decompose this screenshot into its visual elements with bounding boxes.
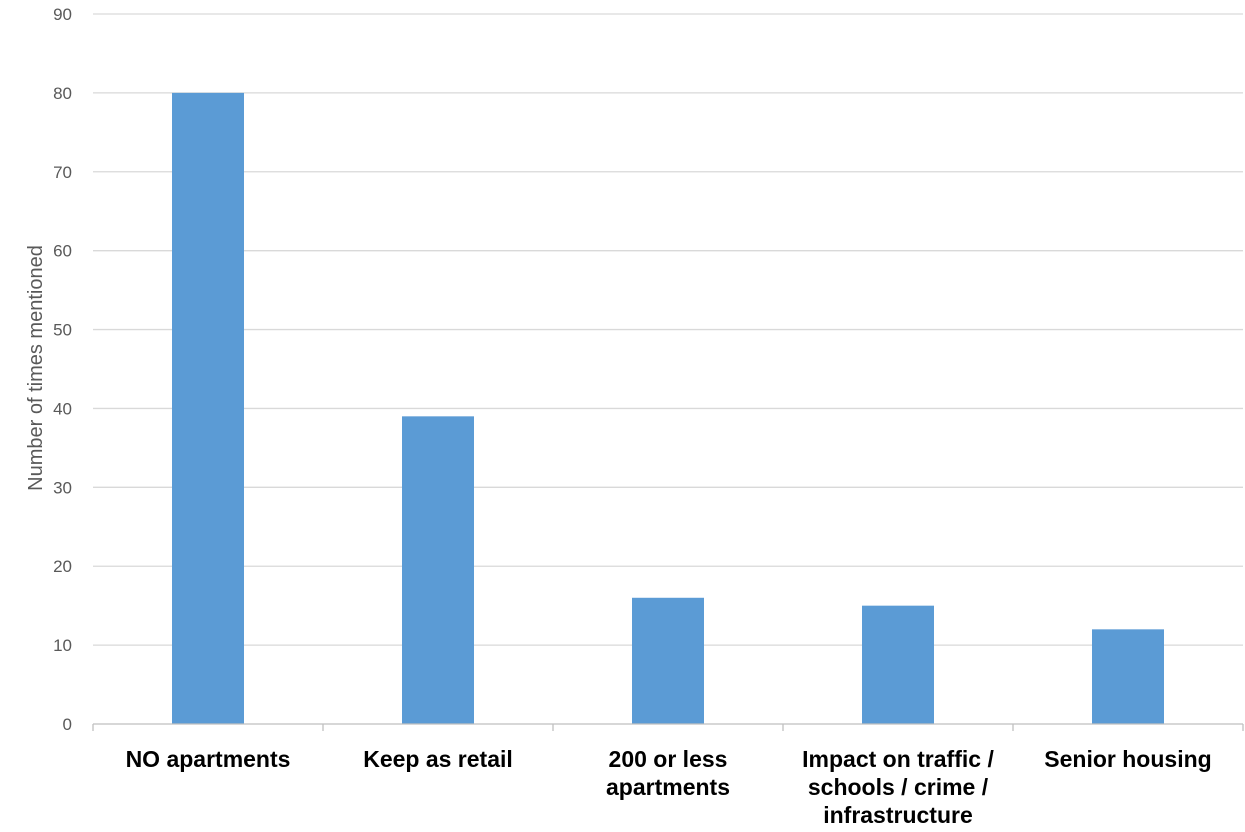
- x-category-label-line: NO apartments: [126, 746, 291, 772]
- y-tick-label: 10: [53, 636, 72, 655]
- x-category-label-line: Impact on traffic /: [802, 746, 994, 772]
- y-tick-label: 90: [53, 5, 72, 24]
- y-tick-label: 30: [53, 478, 72, 497]
- y-axis-title: Number of times mentioned: [25, 245, 47, 491]
- x-category-label-line: apartments: [606, 774, 730, 800]
- x-axis: [92, 723, 1244, 731]
- bar: [402, 416, 474, 724]
- x-category-label-line: 200 or less: [609, 746, 728, 772]
- x-category-label-line: schools / crime /: [808, 774, 989, 800]
- x-category-label-line: Keep as retail: [363, 746, 513, 772]
- x-category-label-line: Senior housing: [1044, 746, 1211, 772]
- x-category-label: Senior housing: [1044, 746, 1211, 772]
- x-category-label-line: infrastructure: [823, 802, 973, 828]
- y-tick-label: 60: [53, 242, 72, 261]
- bar: [172, 92, 244, 724]
- x-category-label: Keep as retail: [363, 746, 513, 772]
- bar: [1092, 629, 1164, 724]
- bars: [172, 92, 1164, 724]
- bar: [862, 605, 934, 724]
- bar: [632, 597, 704, 724]
- gridlines: [93, 13, 1243, 646]
- y-tick-label: 20: [53, 557, 72, 576]
- y-tick-label: 0: [63, 715, 72, 734]
- y-tick-label: 80: [53, 84, 72, 103]
- y-tick-labels: 0 10 20 30 40 50 60 70 80 90: [53, 5, 72, 734]
- y-tick-label: 50: [53, 321, 72, 340]
- y-tick-label: 40: [53, 399, 72, 418]
- x-category-label: Impact on traffic / schools / crime / infr…: [802, 746, 994, 828]
- y-tick-label: 70: [53, 163, 72, 182]
- x-category-labels: NO apartments Keep as retail 200 or less ap…: [126, 746, 1212, 828]
- x-category-label: 200 or less apartments: [606, 746, 730, 800]
- x-category-label: NO apartments: [126, 746, 291, 772]
